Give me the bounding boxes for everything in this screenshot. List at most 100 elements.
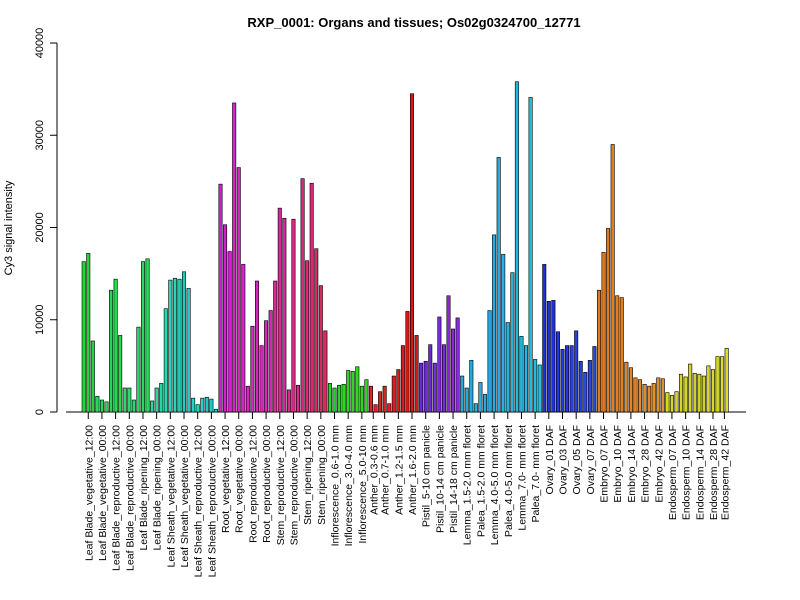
bar — [560, 348, 565, 413]
x-tick-label: Root_reproductive_12:00 — [247, 425, 259, 543]
bar — [596, 289, 601, 413]
bar — [460, 375, 465, 413]
x-tick-label: Leaf Sheath_vegetative_00:00 — [179, 425, 191, 568]
bar — [715, 356, 720, 413]
bar — [291, 218, 296, 413]
bar — [104, 401, 109, 413]
x-tick-label: Stem_reproductive_12:00 — [275, 425, 287, 545]
bar — [555, 331, 560, 413]
bar — [487, 310, 492, 413]
bar — [583, 372, 588, 413]
x-axis-ticks: Leaf Blade_vegetative_12:00 Leaf Blade_ve… — [83, 412, 731, 577]
bar — [546, 300, 551, 413]
bar — [118, 335, 123, 413]
bar — [619, 297, 624, 413]
x-tick-label: Ovary_07 DAF — [585, 425, 597, 494]
bar — [350, 371, 355, 413]
bar — [569, 345, 574, 413]
y-tick-label: 40000 — [34, 28, 46, 59]
bar — [113, 278, 118, 413]
bar — [337, 384, 342, 413]
bar — [692, 372, 697, 413]
x-tick-label: Embryo_28 DAF — [640, 425, 652, 503]
bar — [565, 345, 570, 413]
x-tick-label: Pistil_10-14 cm panicle — [434, 425, 446, 533]
bar — [186, 288, 191, 413]
x-tick-label: Endosperm_07 DAF — [667, 425, 679, 520]
bar — [204, 396, 209, 413]
bar — [378, 391, 383, 413]
x-tick-label: Stem_ripening_00:00 — [316, 425, 328, 525]
bar — [223, 224, 228, 413]
bar — [428, 344, 433, 413]
x-tick-label: Ovary_01 DAF — [544, 425, 556, 494]
bar — [254, 280, 259, 413]
bar — [496, 157, 501, 413]
bar — [665, 392, 670, 413]
bar — [423, 360, 428, 413]
bar — [213, 408, 218, 413]
bar — [245, 385, 250, 413]
bar — [177, 278, 182, 413]
bar — [159, 383, 164, 413]
bar — [318, 285, 323, 413]
bar — [410, 93, 415, 413]
x-tick-label: Embryo_42 DAF — [653, 425, 665, 503]
chart-title: RXP_0001: Organs and tissues; Os02g03247… — [247, 15, 580, 30]
bar — [346, 370, 351, 413]
bar — [400, 345, 405, 413]
bar — [446, 295, 451, 413]
bar — [182, 271, 187, 413]
bar — [587, 360, 592, 413]
bar — [647, 385, 652, 413]
bar — [368, 385, 373, 413]
bar — [551, 300, 556, 413]
bar — [455, 317, 460, 413]
x-tick-label: Pistil_14-18 cm panicle — [448, 425, 460, 533]
bar — [710, 369, 715, 413]
bar — [414, 335, 419, 413]
x-tick-label: Leaf Sheath_vegetative_12:00 — [165, 425, 177, 568]
x-tick-label: Root_reproductive_00:00 — [261, 425, 273, 543]
x-tick-label: Anther_1.6-2.0 mm — [407, 425, 419, 515]
y-tick-label: 0 — [34, 409, 46, 415]
bar — [305, 260, 310, 413]
bar — [191, 397, 196, 413]
x-tick-label: Endosperm_10 DAF — [681, 425, 693, 520]
bar — [656, 377, 661, 413]
x-tick-label: Anther_0.3-0.6 mm — [368, 425, 380, 515]
bar — [469, 360, 474, 413]
x-tick-label: Leaf Sheath_reproductive_12:00 — [193, 425, 205, 578]
bar — [492, 234, 497, 413]
x-tick-label: Stem_reproductive_00:00 — [288, 425, 300, 545]
x-tick-label: Inflorescence_3.0-4.0 mm — [343, 425, 355, 547]
x-tick-label: Root_vegetative_12:00 — [220, 425, 232, 533]
x-tick-label: Endosperm_42 DAF — [719, 425, 731, 520]
bar — [122, 387, 127, 413]
bar — [706, 365, 711, 413]
bar — [592, 346, 597, 413]
bar — [451, 328, 456, 413]
bar — [537, 364, 542, 413]
bar — [688, 363, 693, 413]
bar — [163, 308, 168, 413]
bar — [660, 378, 665, 413]
x-tick-label: Embryo_10 DAF — [612, 425, 624, 503]
x-tick-label: Lemma_1.5-2.0 mm floret — [462, 425, 474, 545]
x-tick-label: Endosperm_14 DAF — [694, 425, 706, 520]
x-tick-label: Leaf Blade_reproductive_00:00 — [124, 425, 136, 571]
bar — [638, 379, 643, 413]
bar — [296, 384, 301, 413]
bar — [482, 394, 487, 413]
bar — [195, 404, 200, 413]
bar — [519, 336, 524, 413]
bar — [683, 376, 688, 413]
bar — [669, 395, 674, 413]
bar — [145, 258, 150, 413]
bar — [300, 178, 305, 413]
bar — [437, 316, 442, 413]
bar — [218, 183, 223, 413]
y-axis-ticks: 0 10000 20000 30000 40000 — [34, 28, 57, 415]
bar — [674, 391, 679, 413]
